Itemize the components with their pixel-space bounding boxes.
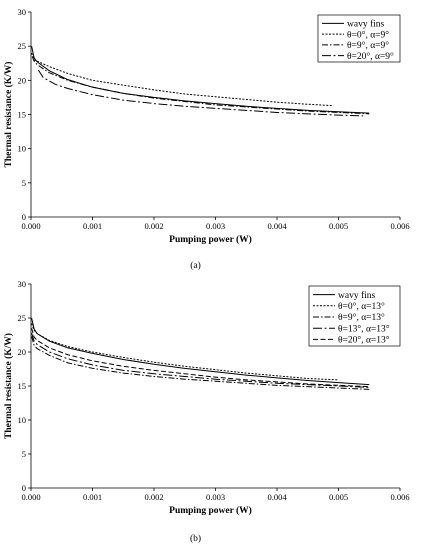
series-line-1: [31, 46, 370, 114]
x-tick-label: 0.002: [144, 221, 163, 231]
x-tick-label: 0.006: [390, 221, 409, 231]
legend-label-4: θ=13°, α=13°: [338, 323, 390, 334]
x-tick-label: 0.000: [21, 221, 40, 231]
y-tick-label: 0: [22, 212, 26, 222]
legend-label-5: θ=20°, α=13°: [338, 335, 390, 346]
y-tick-label: 25: [18, 313, 27, 323]
legend-label-1: wavy fins: [347, 19, 385, 30]
y-tick-label: 25: [18, 41, 27, 51]
x-tick-label: 0.001: [83, 492, 102, 502]
series-line-3: [31, 56, 370, 115]
y-tick-label: 15: [18, 110, 27, 120]
y-tick-label: 15: [18, 381, 27, 391]
x-axis-title: Pumping power (W): [169, 505, 252, 516]
x-tick-label: 0.005: [329, 492, 348, 502]
series-line-1: [31, 317, 370, 386]
panel-caption: (b): [190, 533, 201, 544]
x-tick-label: 0.006: [390, 492, 409, 502]
legend-label-4: θ=20°, α=9°: [347, 51, 394, 62]
x-tick-label: 0.004: [267, 221, 287, 231]
y-axis-title: Thermal resistance (K/W): [3, 333, 14, 439]
y-tick-label: 5: [22, 178, 26, 188]
x-tick-label: 0.003: [206, 221, 225, 231]
x-tick-label: 0.002: [144, 492, 163, 502]
legend-label-2: θ=0°, α=13°: [338, 301, 385, 312]
y-tick-label: 30: [18, 7, 27, 17]
y-tick-label: 10: [18, 415, 27, 425]
series-line-4: [37, 69, 364, 117]
series-line-2: [31, 323, 339, 381]
y-tick-label: 0: [22, 483, 26, 493]
x-axis-title: Pumping power (W): [169, 234, 252, 245]
series-line-3: [31, 336, 370, 390]
legend-label-1: wavy fins: [338, 290, 376, 301]
y-tick-label: 20: [18, 347, 27, 357]
x-tick-label: 0.000: [21, 492, 40, 502]
series-line-5: [31, 328, 370, 388]
y-tick-label: 5: [22, 449, 26, 459]
x-tick-label: 0.003: [206, 492, 225, 502]
x-tick-label: 0.001: [83, 221, 102, 231]
legend-label-3: θ=9°, α=9°: [347, 40, 389, 51]
panel-caption: (a): [190, 260, 201, 271]
legend-box: [317, 14, 401, 63]
legend-label-2: θ=0°, α=9°: [347, 29, 389, 40]
y-tick-label: 30: [18, 279, 27, 289]
legend-box: [308, 285, 401, 347]
y-tick-label: 20: [18, 75, 27, 85]
x-tick-label: 0.004: [267, 492, 287, 502]
y-tick-label: 10: [18, 144, 27, 154]
series-line-2: [31, 52, 333, 107]
y-axis-title: Thermal resistance (K/W): [3, 62, 14, 168]
legend-label-3: θ=9°, α=13°: [338, 312, 385, 323]
x-tick-label: 0.005: [329, 221, 348, 231]
series-line-4: [31, 332, 370, 388]
